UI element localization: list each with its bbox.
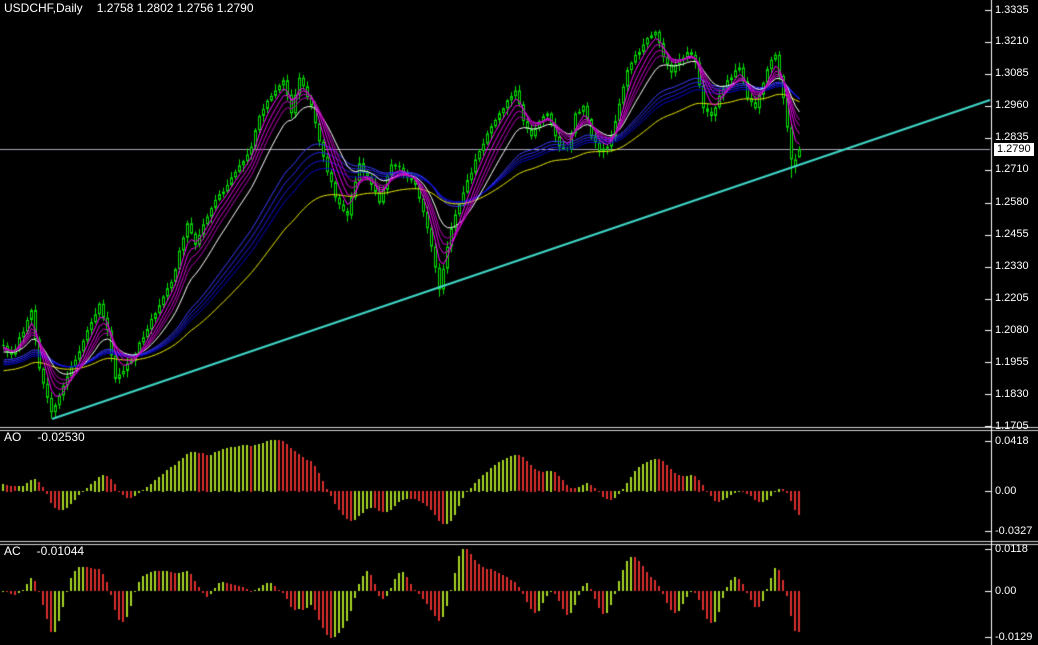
- ac-axis-min: -0.0129: [995, 630, 1033, 643]
- ao-axis-zero: 0.00: [995, 484, 1017, 497]
- price-axis-label: 1.2080: [995, 323, 1029, 336]
- ao-pane-label: AO -0.02530: [4, 431, 85, 444]
- chart-ohlc-readout: 1.2758 1.2802 1.2756 1.2790: [96, 1, 254, 15]
- chart-symbol-period: USDCHF,Daily: [4, 1, 83, 15]
- price-axis-label: 1.2710: [995, 163, 1029, 176]
- price-axis-label: 1.1705: [995, 419, 1029, 432]
- price-axis-label: 1.2205: [995, 292, 1029, 305]
- ao-axis-min: -0.0327: [995, 524, 1033, 537]
- ac-axis-max: 0.0118: [995, 542, 1028, 555]
- price-axis-label: 1.1830: [995, 387, 1029, 400]
- price-axis-label: 1.2580: [995, 196, 1029, 209]
- price-axis-label: 1.3210: [995, 35, 1029, 48]
- price-axis-label: 1.2835: [995, 131, 1029, 144]
- price-axis-label: 1.2455: [995, 228, 1029, 241]
- ac-indicator-name: AC: [4, 544, 21, 558]
- ao-axis-max: 0.0418: [995, 434, 1029, 447]
- price-axis-label: 1.3335: [995, 3, 1029, 16]
- ac-pane-label: AC -0.01044: [4, 545, 84, 558]
- price-axis-label: 1.2330: [995, 260, 1029, 273]
- price-axis-label: 1.3085: [995, 67, 1029, 80]
- ao-indicator-name: AO: [4, 430, 22, 444]
- price-axis-label: 1.2960: [995, 99, 1029, 112]
- ac-indicator-value: -0.01044: [36, 544, 85, 558]
- chart-title: USDCHF,Daily 1.2758 1.2802 1.2756 1.2790: [4, 2, 254, 15]
- ac-axis-zero: 0.00: [995, 584, 1017, 597]
- ao-indicator-value: -0.02530: [37, 430, 85, 444]
- price-axis-label: 1.1955: [995, 355, 1029, 368]
- current-price-tag: 1.2790: [993, 141, 1035, 157]
